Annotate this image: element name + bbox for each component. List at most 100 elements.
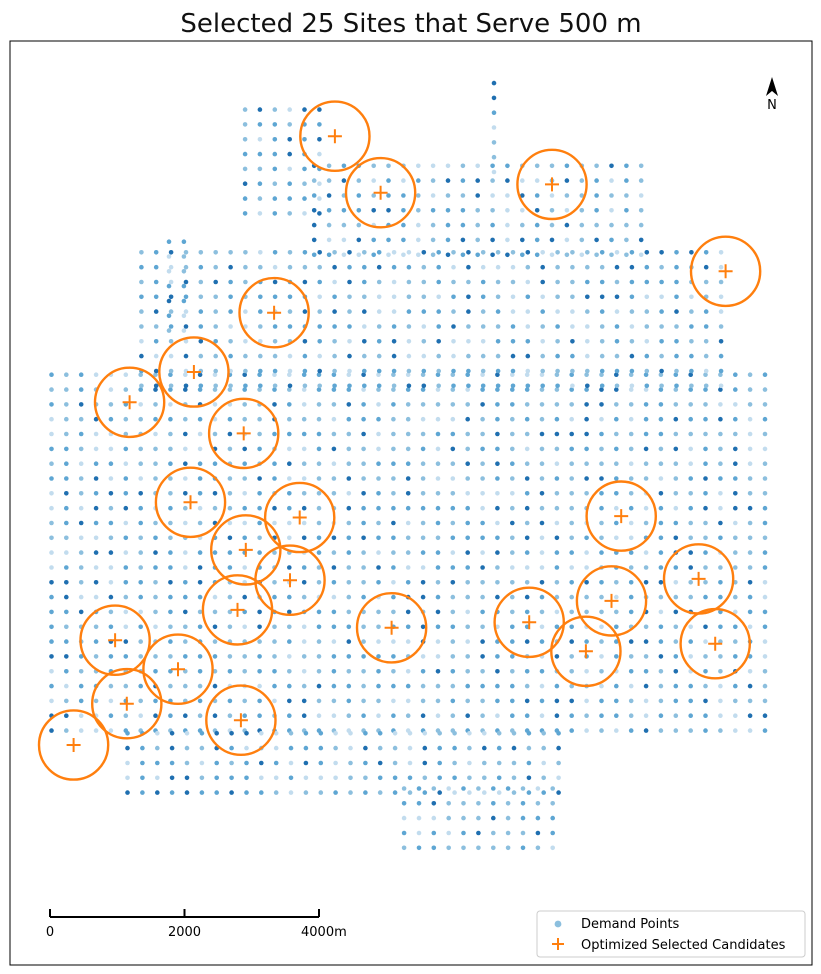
demand-point — [718, 580, 723, 585]
demand-point — [331, 550, 337, 555]
demand-point — [287, 520, 292, 526]
demand-point — [244, 775, 249, 781]
demand-point — [363, 745, 368, 751]
demand-point — [614, 461, 619, 467]
demand-point — [510, 491, 515, 496]
demand-point — [599, 505, 604, 511]
candidate-marker — [327, 129, 342, 144]
demand-point — [346, 609, 352, 615]
demand-point — [183, 250, 189, 255]
demand-point — [446, 815, 452, 821]
service-area-circle — [550, 615, 622, 688]
demand-point — [584, 550, 589, 555]
demand-point — [495, 309, 501, 314]
demand-point — [673, 698, 679, 704]
demand-point — [510, 339, 516, 344]
demand-point — [287, 387, 292, 392]
demand-point — [482, 731, 487, 736]
demand-point — [524, 698, 530, 704]
demand-point — [108, 698, 114, 704]
demand-point — [301, 402, 307, 407]
demand-point — [510, 383, 516, 389]
demand-point — [405, 639, 411, 644]
demand-point — [718, 431, 723, 437]
demand-point — [718, 713, 723, 718]
demand-point — [638, 252, 644, 258]
demand-point — [227, 624, 233, 630]
scale-bar-label: 4000m — [301, 925, 347, 940]
demand-point — [197, 505, 203, 511]
demand-point — [436, 339, 442, 344]
demand-point — [108, 624, 114, 630]
demand-point — [496, 760, 502, 766]
demand-point — [183, 550, 188, 555]
demand-point — [49, 580, 54, 585]
demand-point — [674, 309, 679, 314]
demand-point — [599, 580, 604, 585]
scale-bar-label: 2000 — [168, 925, 201, 940]
demand-point — [376, 639, 381, 644]
demand-point — [445, 222, 451, 228]
demand-point — [643, 476, 649, 481]
demand-point — [569, 550, 574, 555]
demand-point — [628, 580, 634, 585]
service-area-circle — [142, 633, 214, 706]
demand-point — [609, 178, 614, 183]
demand-point — [554, 431, 560, 437]
demand-point — [183, 353, 189, 359]
demand-point — [197, 654, 203, 659]
demand-point — [421, 264, 427, 270]
demand-point — [658, 461, 664, 467]
candidate-marker — [66, 738, 81, 752]
demand-point — [272, 151, 278, 157]
demand-point — [228, 264, 233, 270]
demand-point — [401, 786, 407, 791]
demand-point — [229, 775, 234, 781]
demand-point — [168, 565, 173, 570]
demand-point — [332, 339, 337, 344]
demand-point — [762, 654, 768, 659]
demand-point — [564, 222, 570, 228]
demand-point — [673, 431, 679, 437]
demand-point — [153, 550, 158, 555]
demand-point — [257, 446, 262, 452]
demand-point — [460, 222, 466, 228]
demand-point — [416, 815, 422, 821]
demand-point — [585, 324, 590, 329]
demand-point — [227, 713, 233, 718]
demand-point — [317, 294, 323, 300]
demand-point — [78, 713, 84, 718]
demand-point — [450, 639, 456, 644]
demand-point — [733, 387, 738, 392]
demand-point — [688, 431, 693, 437]
demand-point — [420, 476, 426, 481]
demand-point — [64, 520, 69, 526]
demand-point — [539, 594, 545, 600]
demand-point — [229, 790, 234, 795]
demand-point — [302, 250, 308, 255]
demand-point — [346, 372, 352, 378]
demand-point — [718, 294, 724, 300]
demand-point — [495, 654, 500, 659]
demand-point — [331, 372, 337, 378]
demand-point — [376, 446, 381, 452]
axes-frame — [9, 40, 813, 966]
demand-point — [718, 353, 724, 359]
demand-point — [490, 208, 495, 213]
demand-point — [628, 416, 634, 422]
demand-point — [495, 402, 500, 407]
demand-point — [331, 580, 337, 585]
demand-point — [569, 639, 574, 644]
demand-point — [332, 353, 337, 359]
demand-point — [643, 387, 649, 392]
legend: Demand Points Optimized Selected Candida… — [536, 910, 806, 958]
demand-point — [585, 250, 590, 255]
demand-point — [181, 254, 187, 259]
demand-point — [718, 654, 723, 659]
demand-point — [570, 383, 575, 389]
demand-point — [212, 431, 218, 437]
demand-point — [599, 368, 605, 374]
demand-point — [227, 535, 233, 541]
demand-point — [316, 550, 322, 555]
demand-point — [64, 594, 69, 600]
